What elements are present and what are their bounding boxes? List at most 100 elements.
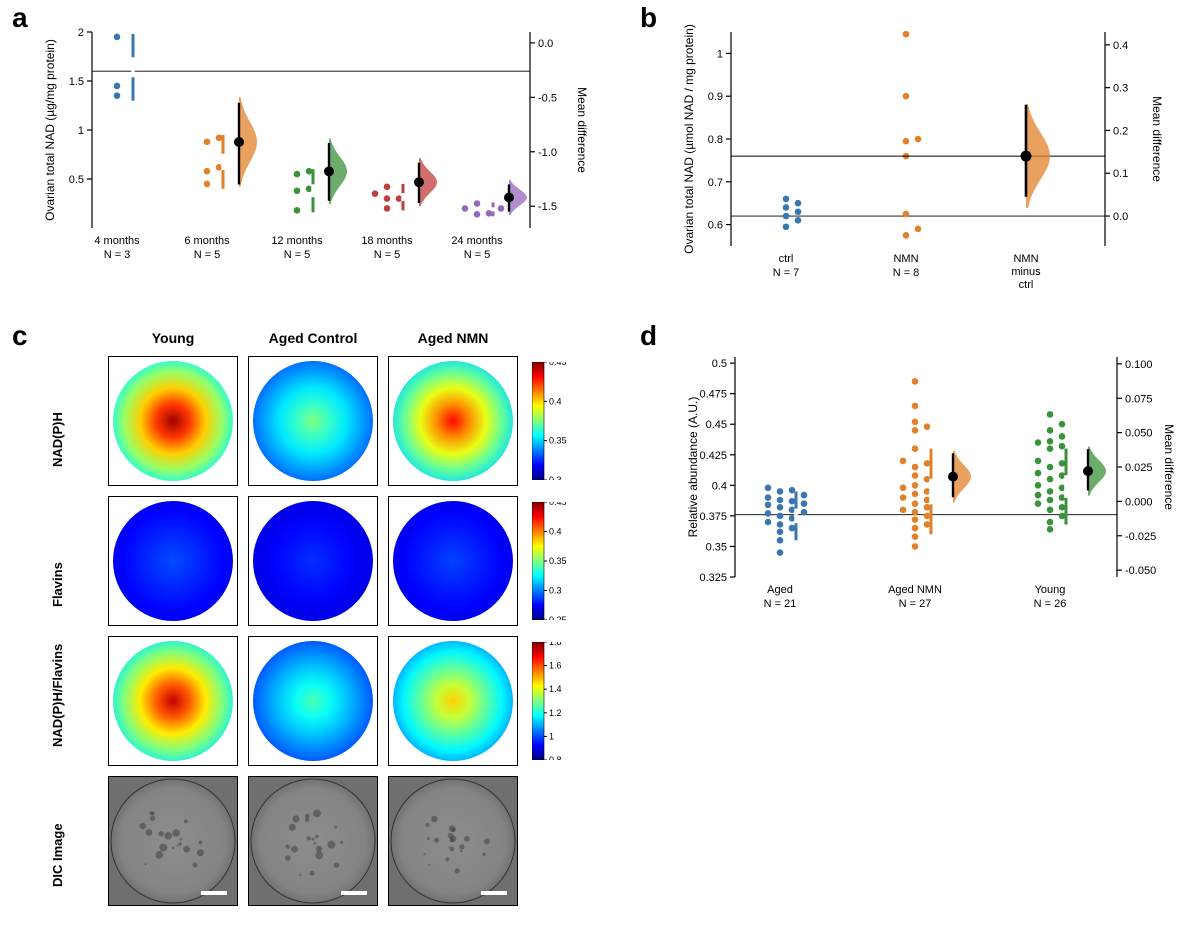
svg-text:2: 2 [78, 27, 84, 39]
svg-text:-0.050: -0.050 [1125, 565, 1156, 577]
svg-text:minus: minus [1011, 266, 1041, 278]
svg-text:NMN: NMN [1013, 253, 1038, 265]
svg-text:N = 26: N = 26 [1034, 598, 1067, 610]
panel-c-row-label: NAD(P)H [50, 412, 65, 467]
panel-c-cell [388, 776, 518, 906]
svg-text:1.2: 1.2 [549, 708, 562, 718]
svg-text:0.325: 0.325 [699, 572, 727, 584]
svg-text:0.0: 0.0 [538, 38, 553, 50]
svg-text:Ovarian total NAD (µg/mg prote: Ovarian total NAD (µg/mg protein) [43, 39, 57, 221]
panel-c-cell [388, 636, 518, 766]
svg-text:Mean difference: Mean difference [575, 87, 589, 173]
svg-text:0.4: 0.4 [712, 480, 727, 492]
svg-text:12 months: 12 months [271, 235, 323, 247]
svg-text:0.5: 0.5 [712, 358, 727, 370]
svg-text:0.3: 0.3 [549, 586, 562, 596]
panel-c-cell [108, 356, 238, 486]
svg-text:Aged NMN: Aged NMN [888, 584, 942, 596]
figure-root: a b c d 0.5 1 1.5 2 Ovarian total NAD (µg/mg… [0, 0, 1200, 935]
panel-c-col-label: Aged NMN [388, 330, 518, 346]
svg-text:1: 1 [78, 125, 84, 137]
svg-text:24 months: 24 months [451, 235, 503, 247]
svg-text:6 months: 6 months [184, 235, 230, 247]
svg-text:-1.5: -1.5 [538, 201, 557, 213]
panel-c-cell [248, 636, 378, 766]
svg-text:Mean difference: Mean difference [1150, 96, 1164, 182]
svg-text:0.100: 0.100 [1125, 359, 1153, 371]
svg-text:0.475: 0.475 [699, 389, 727, 401]
svg-text:0.9: 0.9 [708, 91, 723, 103]
svg-text:0.35: 0.35 [549, 436, 567, 446]
svg-text:N = 3: N = 3 [104, 249, 131, 261]
panel-c-cell [388, 496, 518, 626]
svg-text:4 months: 4 months [94, 235, 140, 247]
svg-text:0.0: 0.0 [1113, 211, 1128, 223]
panel-c-grid: Young Aged Control Aged NMN NAD(P)H Flavins N… [30, 330, 610, 930]
svg-text:0.2: 0.2 [1113, 125, 1128, 137]
panel-c-colorbar: 0.811.21.41.61.8 [532, 642, 592, 760]
panel-label-c: c [12, 320, 28, 352]
svg-text:0.45: 0.45 [706, 419, 727, 431]
svg-text:0.45: 0.45 [549, 362, 567, 367]
panel-c-col-label: Aged Control [248, 330, 378, 346]
panel-c-colorbar: 0.250.30.350.40.45 [532, 502, 592, 620]
svg-text:0.5: 0.5 [69, 174, 84, 186]
panel-c-colorbar: 0.3 0.35 0.4 0.45 [532, 362, 592, 480]
svg-text:-0.025: -0.025 [1125, 531, 1156, 543]
svg-text:N = 8: N = 8 [893, 267, 920, 279]
svg-text:0.7: 0.7 [708, 177, 723, 189]
panel-label-b: b [640, 2, 657, 34]
svg-text:Aged: Aged [767, 584, 793, 596]
panel-c-row-label: Flavins [50, 562, 65, 607]
panel-a-chart: 0.5 1 1.5 2 Ovarian total NAD (µg/mg protein… [30, 20, 600, 270]
svg-text:N = 7: N = 7 [773, 267, 800, 279]
panel-c-col-label: Young [108, 330, 238, 346]
svg-text:0.3: 0.3 [1113, 83, 1128, 95]
svg-text:N = 5: N = 5 [464, 249, 491, 261]
svg-text:0.425: 0.425 [699, 450, 727, 462]
svg-text:0.6: 0.6 [708, 220, 723, 232]
svg-text:0.1: 0.1 [1113, 168, 1128, 180]
svg-text:-0.5: -0.5 [538, 92, 557, 104]
panel-c-row-label: NAD(P)H/Flavins [50, 643, 65, 746]
svg-text:0.375: 0.375 [699, 511, 727, 523]
svg-text:1: 1 [549, 731, 554, 741]
svg-text:0.075: 0.075 [1125, 393, 1153, 405]
panel-c-cell [108, 776, 238, 906]
panel-c-cell [248, 776, 378, 906]
panel-c-row-label: DIC Image [50, 823, 65, 887]
svg-text:Young: Young [1035, 584, 1066, 596]
svg-text:0.8: 0.8 [708, 134, 723, 146]
svg-text:0.25: 0.25 [549, 615, 567, 620]
svg-text:0.4: 0.4 [1113, 40, 1128, 52]
svg-text:1.8: 1.8 [549, 642, 562, 647]
panel-c-cell [108, 636, 238, 766]
panel-label-a: a [12, 2, 28, 34]
svg-text:18 months: 18 months [361, 235, 413, 247]
svg-text:N = 5: N = 5 [374, 249, 401, 261]
svg-text:0.050: 0.050 [1125, 428, 1153, 440]
svg-text:ctrl: ctrl [779, 253, 794, 265]
svg-text:-1.0: -1.0 [538, 147, 557, 159]
svg-text:0.3: 0.3 [549, 475, 562, 480]
svg-text:Relative abundance (A.U.): Relative abundance (A.U.) [686, 397, 700, 538]
svg-text:0.4: 0.4 [549, 396, 562, 406]
svg-text:0.45: 0.45 [549, 502, 567, 507]
svg-text:0.35: 0.35 [549, 556, 567, 566]
svg-text:NMN: NMN [893, 253, 918, 265]
panel-c-cell [248, 496, 378, 626]
panel-c-cell [388, 356, 518, 486]
panel-b-chart: 0.60.70.80.91Ovarian total NAD (µmol NAD… [665, 20, 1175, 300]
svg-text:Ovarian total NAD (µmol NAD /: Ovarian total NAD (µmol NAD / mg protein… [682, 24, 696, 254]
svg-text:Mean difference: Mean difference [1162, 424, 1176, 510]
svg-text:0.8: 0.8 [549, 755, 562, 760]
svg-text:0.000: 0.000 [1125, 496, 1153, 508]
panel-c-cell [108, 496, 238, 626]
svg-text:N = 5: N = 5 [194, 249, 221, 261]
panel-d-chart: 0.325 0.35 0.375 0.4 0.425 0.45 0.475 0.5 Relati… [665, 345, 1195, 625]
panel-label-d: d [640, 320, 657, 352]
panel-c-cell [248, 356, 378, 486]
svg-text:1.5: 1.5 [69, 76, 84, 88]
svg-text:1.4: 1.4 [549, 684, 562, 694]
svg-text:0.35: 0.35 [706, 541, 727, 553]
